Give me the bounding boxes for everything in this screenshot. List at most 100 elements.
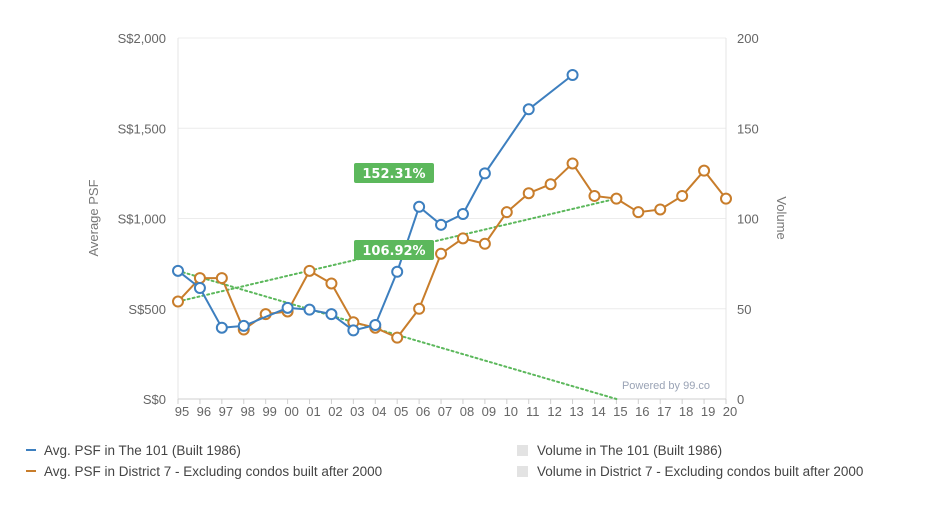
- right-tick-label: 50: [737, 302, 751, 317]
- legend-label: Avg. PSF in District 7 - Excluding condo…: [44, 464, 383, 479]
- left-tick-label: S$0: [143, 392, 166, 407]
- trendline: [177, 269, 618, 400]
- legend-label: Avg. PSF in The 101 (Built 1986): [44, 443, 241, 458]
- data-point: [391, 265, 404, 278]
- data-point: [369, 318, 382, 331]
- data-point: [215, 321, 228, 334]
- data-point: [566, 69, 579, 82]
- series-lines: [172, 69, 732, 344]
- x-tick-label: 13: [569, 404, 583, 419]
- legend-item-series-4[interactable]: Volume in District 7 - Excluding condos …: [517, 464, 863, 479]
- x-tick-label: 17: [657, 404, 671, 419]
- growth-badge: [354, 163, 434, 183]
- data-point: [303, 303, 316, 316]
- data-point: [654, 203, 667, 216]
- data-point: [435, 247, 448, 260]
- data-point: [281, 301, 294, 314]
- data-point: [478, 237, 491, 250]
- data-point: [456, 207, 469, 220]
- data-point: [522, 103, 535, 116]
- data-point: [588, 189, 601, 202]
- right-tick-label: 0: [737, 392, 744, 407]
- x-tick-label: 12: [547, 404, 561, 419]
- data-point: [391, 331, 404, 344]
- x-tick-label: 03: [350, 404, 364, 419]
- right-axis-ticks: 0 50 100 150 200: [737, 31, 759, 407]
- chart: 95 96 97 98 99 00 01 02 03 04 05 06 07 08 09 10 11 12 13 14…: [86, 31, 789, 419]
- x-tick-label: 99: [262, 404, 276, 419]
- left-tick-label: S$500: [128, 302, 166, 317]
- left-axis-title: Average PSF: [86, 179, 101, 256]
- x-tick-label: 01: [306, 404, 320, 419]
- legend-swatch: [517, 465, 528, 477]
- x-tick-label: 18: [679, 404, 693, 419]
- data-point: [325, 308, 338, 321]
- legend-swatch: [26, 470, 36, 473]
- x-tick-label: 14: [591, 404, 605, 419]
- data-point: [325, 277, 338, 290]
- x-tick-label: 96: [197, 404, 211, 419]
- left-tick-label: S$1,000: [118, 212, 166, 227]
- growth-badge-label: 152.31%: [362, 167, 425, 182]
- data-point: [347, 324, 360, 337]
- legend-label: Volume in District 7 - Excluding condos …: [537, 464, 864, 479]
- data-point: [522, 187, 535, 200]
- x-tick-label: 97: [219, 404, 233, 419]
- legend-label: Volume in The 101 (Built 1986): [537, 443, 723, 458]
- right-axis-title: Volume: [774, 196, 789, 239]
- x-tick-label: 05: [394, 404, 408, 419]
- data-point: [413, 200, 426, 213]
- data-point: [193, 281, 206, 294]
- x-tick-label: 19: [701, 404, 715, 419]
- right-tick-label: 200: [737, 31, 759, 46]
- data-point: [413, 302, 426, 315]
- x-tick-label: 16: [635, 404, 649, 419]
- legend-item-series-2[interactable]: Avg. PSF in District 7 - Excluding condo…: [26, 464, 382, 479]
- data-point: [303, 264, 316, 277]
- x-axis-ticks: 95 96 97 98 99 00 01 02 03 04 05 06 07 08 09 10 11 12 13 14…: [175, 399, 737, 419]
- trendlines: [177, 197, 618, 400]
- series-line: [177, 74, 574, 332]
- data-point: [237, 319, 250, 332]
- x-tick-label: 10: [504, 404, 518, 419]
- series-line: [177, 162, 727, 339]
- x-tick-label: 20: [723, 404, 737, 419]
- x-tick-label: 00: [284, 404, 298, 419]
- data-point: [435, 218, 448, 231]
- x-tick-label: 02: [328, 404, 342, 419]
- chart-credit[interactable]: Powered by 99.co: [622, 380, 710, 392]
- x-tick-label: 07: [438, 404, 452, 419]
- growth-badge: [354, 240, 434, 260]
- data-point: [566, 157, 579, 170]
- data-point: [193, 272, 206, 285]
- legend-item-series-3[interactable]: Volume in The 101 (Built 1986): [517, 443, 722, 458]
- data-point: [172, 264, 184, 277]
- data-point: [632, 206, 645, 219]
- left-tick-label: S$2,000: [118, 31, 166, 46]
- data-point: [478, 167, 491, 180]
- x-tick-label: 98: [241, 404, 255, 419]
- x-tick-label: 15: [613, 404, 627, 419]
- legend-swatch: [517, 444, 528, 456]
- right-tick-label: 100: [737, 212, 759, 227]
- legend-swatch: [26, 449, 36, 452]
- data-point: [500, 206, 513, 219]
- x-tick-label: 08: [460, 404, 474, 419]
- left-tick-label: S$1,500: [118, 121, 166, 136]
- data-point: [698, 164, 711, 177]
- data-point: [676, 189, 689, 202]
- growth-badge-label: 106.92%: [362, 244, 425, 259]
- x-tick-label: 04: [372, 404, 386, 419]
- data-point: [456, 232, 469, 245]
- data-point: [610, 192, 623, 205]
- x-tick-label: 09: [482, 404, 496, 419]
- data-point: [215, 272, 228, 285]
- legend-item-series-1[interactable]: Avg. PSF in The 101 (Built 1986): [26, 443, 241, 458]
- left-axis-ticks: S$0 S$500 S$1,000 S$1,500 S$2,000: [118, 31, 166, 407]
- data-point: [172, 295, 184, 308]
- x-tick-label: 06: [416, 404, 430, 419]
- data-point: [720, 192, 732, 205]
- right-tick-label: 150: [737, 121, 759, 136]
- x-tick-label: 11: [526, 404, 540, 419]
- x-tick-label: 95: [175, 404, 189, 419]
